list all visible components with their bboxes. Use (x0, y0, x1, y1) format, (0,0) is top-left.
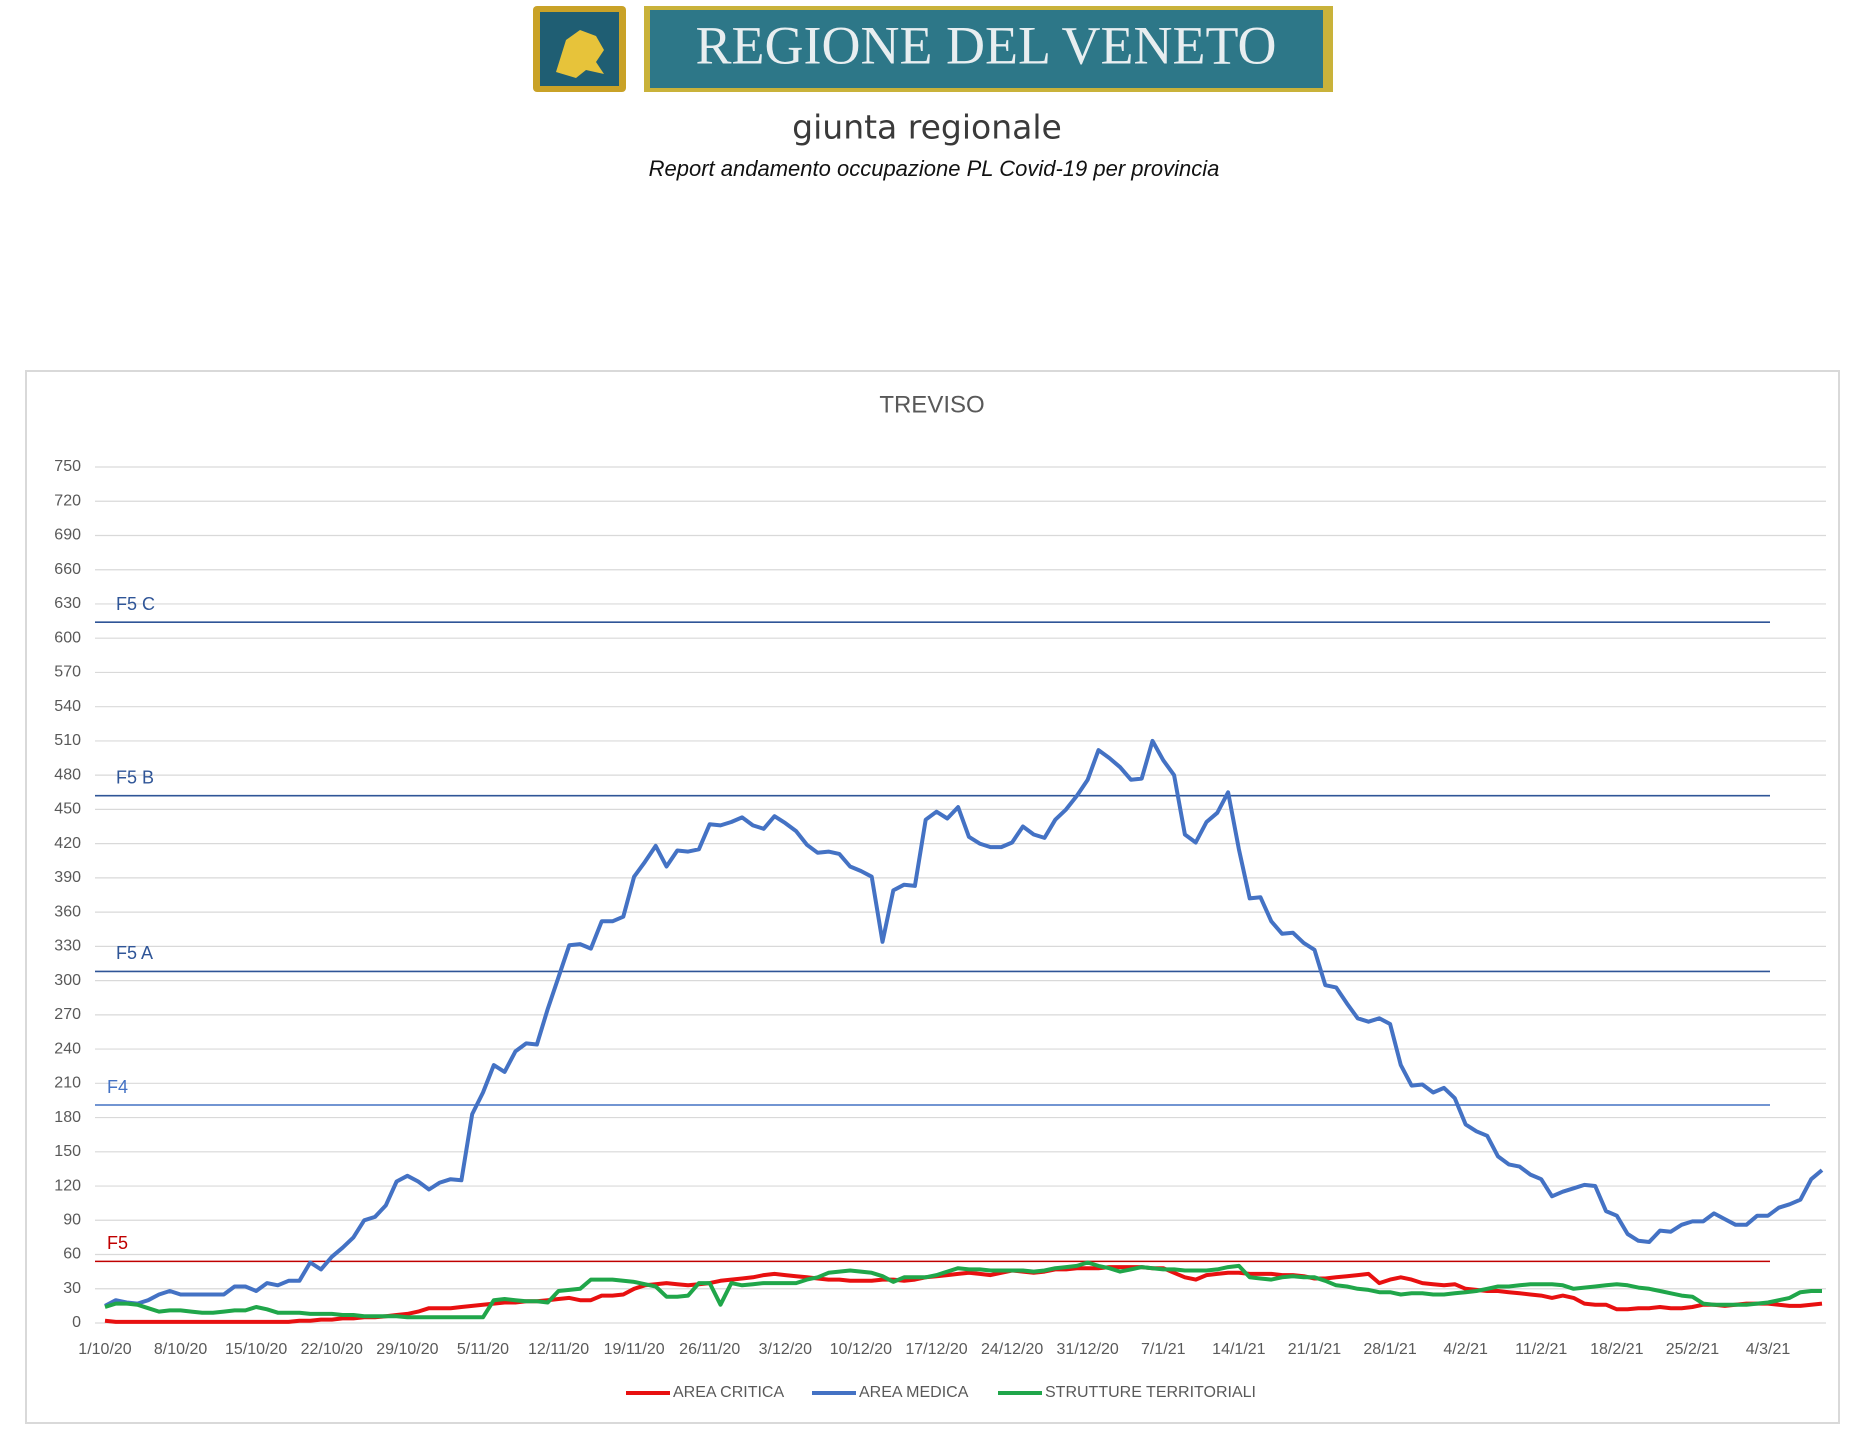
banner-field (650, 10, 1323, 88)
x-tick-label: 21/1/21 (1288, 1341, 1341, 1358)
x-tick-label: 5/11/20 (457, 1341, 509, 1358)
logo (533, 6, 1333, 92)
reference-label: F5 C (116, 594, 155, 614)
x-tick-label: 4/3/21 (1746, 1341, 1791, 1358)
legend-label: AREA MEDICA (859, 1384, 969, 1401)
y-tick-label: 510 (54, 732, 81, 749)
y-tick-label: 150 (54, 1143, 81, 1160)
y-tick-label: 330 (54, 938, 81, 955)
y-tick-label: 180 (54, 1109, 81, 1126)
subtitle: giunta regionale (792, 108, 1062, 147)
banner-text: REGIONE DEL VENETO (696, 15, 1277, 75)
y-tick-label: 630 (54, 595, 81, 612)
x-tick-label: 14/1/21 (1212, 1341, 1265, 1358)
y-tick-label: 120 (54, 1177, 81, 1194)
y-tick-label: 420 (54, 835, 81, 852)
x-tick-label: 26/11/20 (679, 1341, 740, 1358)
y-tick-label: 720 (54, 492, 81, 509)
y-tick-label: 660 (54, 561, 81, 578)
series-line (104, 1260, 1822, 1320)
y-tick-label: 210 (54, 1075, 81, 1092)
legend-label: STRUTTURE TERRITORIALI (1045, 1384, 1256, 1401)
x-tick-label: 19/11/20 (604, 1341, 665, 1358)
x-tick-label: 8/10/20 (154, 1341, 207, 1358)
x-tick-label: 7/1/21 (1141, 1341, 1186, 1358)
y-tick-label: 450 (54, 801, 81, 818)
x-tick-label: 25/2/21 (1666, 1341, 1719, 1358)
series-line (104, 738, 1824, 1308)
y-tick-label: 750 (54, 458, 81, 475)
y-tick-label: 30 (63, 1280, 81, 1297)
x-tick-label: 29/10/20 (376, 1341, 438, 1358)
y-tick-label: 480 (54, 766, 81, 783)
y-tick-label: 390 (54, 869, 81, 886)
x-tick-label: 11/2/21 (1515, 1341, 1567, 1358)
x-tick-label: 4/2/21 (1443, 1341, 1488, 1358)
x-tick-label: 31/12/20 (1057, 1341, 1119, 1358)
reference-label: F5 (107, 1233, 128, 1253)
x-tick-label: 10/12/20 (830, 1341, 892, 1358)
chart-area (25, 370, 1840, 1424)
x-tick-label: 28/1/21 (1363, 1341, 1416, 1358)
report-title: Report andamento occupazione PL Covid-19… (649, 156, 1220, 181)
y-tick-label: 90 (63, 1211, 81, 1228)
x-tick-label: 22/10/20 (301, 1341, 363, 1358)
logo-lion (556, 30, 604, 78)
y-tick-label: 360 (54, 903, 81, 920)
y-tick-label: 270 (54, 1006, 81, 1023)
y-tick-label: 690 (54, 527, 81, 544)
chart-title: TREVISO (879, 391, 984, 418)
y-tick-label: 60 (63, 1246, 81, 1263)
x-tick-label: 24/12/20 (981, 1341, 1043, 1358)
y-tick-label: 600 (54, 629, 81, 646)
reference-label: F4 (107, 1077, 128, 1097)
legend-label: AREA CRITICA (673, 1384, 784, 1401)
x-tick-label: 18/2/21 (1590, 1341, 1643, 1358)
y-tick-label: 300 (54, 972, 81, 989)
y-tick-label: 540 (54, 698, 81, 715)
reference-label: F5 B (116, 767, 154, 787)
reference-label: F5 A (116, 943, 153, 963)
x-tick-label: 17/12/20 (905, 1341, 967, 1358)
x-tick-label: 12/11/20 (528, 1341, 589, 1358)
y-tick-label: 570 (54, 664, 81, 681)
x-tick-label: 15/10/20 (225, 1341, 287, 1358)
x-tick-label: 1/10/20 (78, 1341, 131, 1358)
y-tick-label: 240 (54, 1040, 81, 1057)
x-tick-label: 3/12/20 (759, 1341, 812, 1358)
y-tick-label: 0 (72, 1314, 81, 1331)
